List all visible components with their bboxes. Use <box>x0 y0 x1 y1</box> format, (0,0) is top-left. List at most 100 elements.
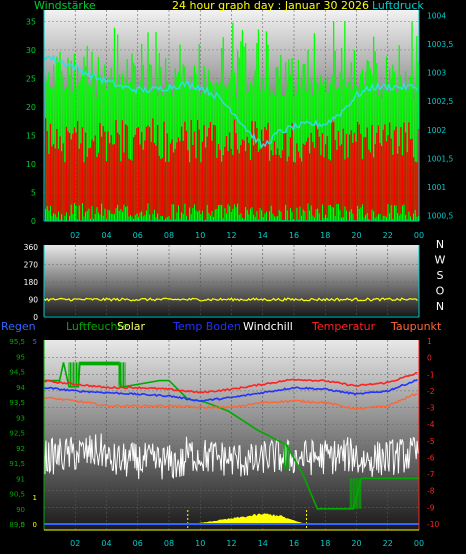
avg-bar <box>273 141 276 217</box>
avg-bar <box>369 152 372 221</box>
gust-bar <box>269 94 271 221</box>
avg-bar <box>339 145 341 210</box>
avg-bar <box>78 148 80 206</box>
gust-bar <box>411 21 413 221</box>
avg-bar <box>161 157 164 216</box>
avg-bar <box>222 155 224 219</box>
avg-bar <box>344 159 346 207</box>
avg-bar <box>230 148 232 213</box>
gust-bar <box>329 83 332 221</box>
top-x-tick-label: 06 <box>133 231 143 240</box>
gust-bar <box>347 81 349 221</box>
wind-tick-label: 20 <box>26 103 36 112</box>
avg-bar <box>49 123 52 206</box>
avg-bar <box>377 125 380 215</box>
gust-bar <box>249 81 252 221</box>
top-panel: 051015202530351000,510011001,510021002,5… <box>26 0 454 240</box>
pressure-tick-label: 1002 <box>427 126 446 135</box>
gust-bar <box>230 71 232 222</box>
avg-bar <box>80 143 82 221</box>
avg-bar <box>345 133 348 211</box>
gust-bar <box>344 21 346 221</box>
avg-bar <box>113 144 116 215</box>
avg-bar <box>365 137 367 216</box>
humidity-tick-label: 0 <box>21 521 25 529</box>
avg-bar <box>195 158 197 211</box>
avg-bar <box>104 131 106 209</box>
gust-bar <box>232 22 234 221</box>
avg-bar <box>264 127 266 214</box>
gust-bar <box>320 75 322 221</box>
avg-bar <box>355 141 357 221</box>
avg-bar <box>269 160 271 212</box>
legend-solar: Solar <box>117 320 146 333</box>
avg-bar <box>379 143 381 214</box>
gust-bar <box>277 67 279 221</box>
avg-bar <box>117 132 119 205</box>
avg-bar <box>166 133 168 218</box>
pressure-tick-label: 1003,5 <box>427 40 453 49</box>
bottom-x-tick-label: 06 <box>133 539 143 548</box>
avg-bar <box>197 119 199 212</box>
avg-bar <box>245 151 247 207</box>
solar-tick-label: 0 <box>33 521 37 529</box>
top-x-tick-label: 16 <box>289 231 299 240</box>
avg-bar <box>192 145 194 209</box>
avg-bar <box>265 130 268 212</box>
gust-bar <box>265 31 268 221</box>
humidity-tick-label: 90,5 <box>9 491 25 499</box>
legend-regen: Regen <box>1 320 36 333</box>
gust-bar <box>179 44 181 221</box>
avg-bar <box>259 149 261 209</box>
avg-bar <box>280 157 282 212</box>
humidity-tick-label: 91,5 <box>9 460 25 468</box>
avg-bar <box>213 124 215 217</box>
gust-bar <box>416 36 418 221</box>
gust-bar <box>294 84 296 221</box>
gust-bar <box>64 90 66 221</box>
avg-bar <box>240 145 242 214</box>
avg-bar <box>281 150 284 220</box>
temp-tick-label: 0 <box>427 354 432 363</box>
avg-bar <box>256 128 258 212</box>
avg-bar <box>224 146 226 209</box>
bottom-x-tick-label: 20 <box>351 539 361 548</box>
avg-bar <box>395 126 397 206</box>
gust-bar <box>129 81 132 221</box>
avg-bar <box>352 142 354 214</box>
wind-tick-label: 15 <box>26 131 36 140</box>
avg-bar <box>125 124 127 208</box>
avg-bar <box>217 144 220 205</box>
humidity-tick-label: 92 <box>16 445 25 453</box>
avg-bar <box>361 159 364 205</box>
avg-bar <box>267 122 269 221</box>
avg-bar <box>67 131 69 221</box>
gust-bar <box>142 65 144 221</box>
gust-bar <box>293 96 295 221</box>
temp-tick-label: -10 <box>427 520 439 529</box>
avg-bar <box>129 159 132 216</box>
avg-bar <box>398 146 400 216</box>
avg-bar <box>317 129 319 209</box>
avg-bar <box>227 151 229 205</box>
temp-tick-label: -1 <box>427 370 435 379</box>
humidity-fill <box>68 362 362 509</box>
avg-bar <box>241 139 244 219</box>
avg-bar <box>283 132 285 220</box>
avg-bar <box>296 143 298 208</box>
pressure-tick-label: 1002,5 <box>427 97 453 106</box>
avg-bar <box>131 160 133 217</box>
avg-bar <box>272 155 274 214</box>
avg-bar <box>110 135 112 214</box>
gust-bar <box>83 56 85 222</box>
avg-bar <box>312 142 314 216</box>
temp-tick-label: -4 <box>427 420 435 429</box>
pressure-tick-label: 1003 <box>427 69 446 78</box>
avg-bar <box>411 138 413 220</box>
legend-windchill: Windchill <box>243 320 293 333</box>
avg-bar <box>275 154 277 217</box>
gust-bar <box>301 79 303 221</box>
avg-bar <box>105 161 108 219</box>
